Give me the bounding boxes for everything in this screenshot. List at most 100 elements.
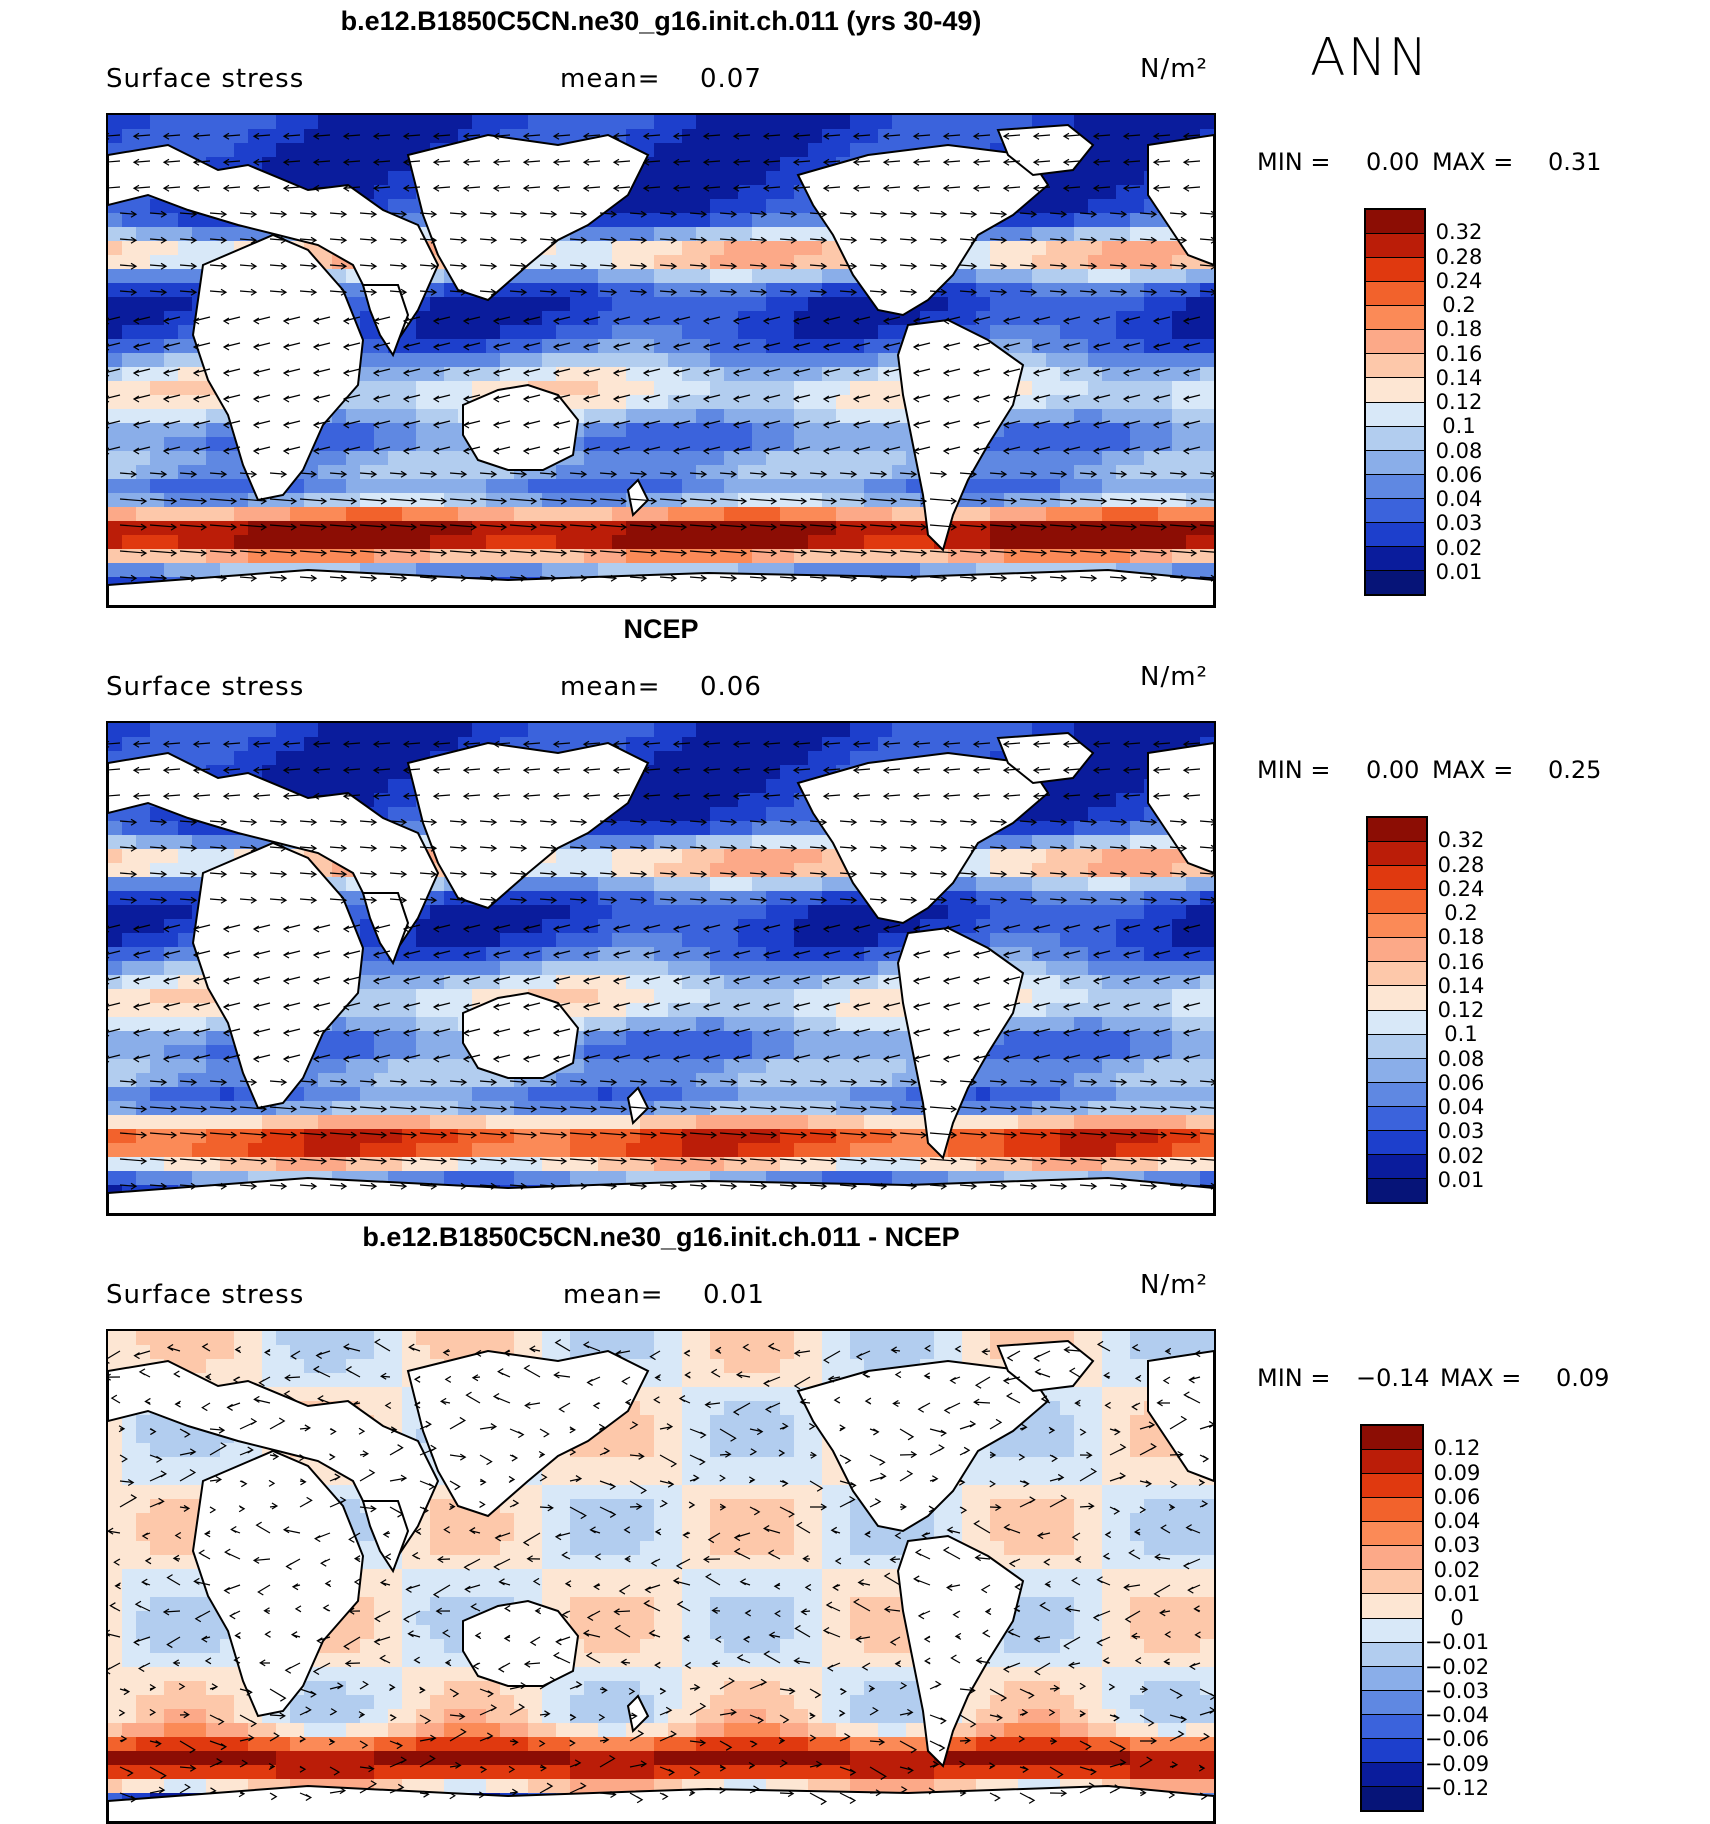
colorbar-tick-label: 0.04: [1435, 487, 1483, 511]
colorbar-cell: [1362, 1690, 1422, 1715]
colorbar-obs: [1366, 816, 1428, 1204]
colorbar-tick-label: 0.16: [1437, 949, 1485, 974]
colorbar-tick-label: 0.03: [1433, 1533, 1481, 1558]
colorbar-cell: [1368, 1178, 1426, 1202]
colorbar-tick-label: −0.01: [1424, 1630, 1490, 1655]
colorbar-tick-label: 0.24: [1435, 268, 1483, 293]
colorbar-cell: [1368, 1082, 1426, 1107]
colorbar-tick-label: 0.28: [1435, 244, 1483, 269]
coastline: [462, 991, 580, 1079]
coastline: [896, 1534, 1025, 1768]
coastline: [626, 1694, 650, 1734]
colorbar-tick-label: 0.03: [1437, 1119, 1485, 1144]
colorbar-tick-label: 0.08: [1435, 438, 1483, 463]
panel-title-model: b.e12.B1850C5CN.ne30_g16.init.ch.011 (yr…: [340, 6, 982, 36]
colorbar-cell: [1366, 474, 1424, 499]
colorbar-ticks-diff: 0.12 0.09 0.06 0.04 0.03 0.02 0.01 0 −0.01 −0.02−…: [1422, 1424, 1532, 1812]
variable-label-model: Surface stress: [106, 64, 305, 94]
colorbar-tick-label: 0.06: [1433, 1484, 1481, 1509]
min-value-diff: −0.14: [1356, 1364, 1430, 1392]
colorbar-ticks-model: 0.32 0.28 0.24 0.2 0.18 0.16 0.14 0.12 0.1 0.08 0.…: [1424, 208, 1534, 596]
colorbar-cell: [1366, 354, 1424, 379]
coastline: [996, 1339, 1095, 1393]
colorbar-cell: [1368, 1154, 1426, 1179]
coastline: [108, 1176, 1214, 1214]
colorbar-cell: [1366, 522, 1424, 547]
colorbar-tick-label: 0.1: [1444, 1022, 1478, 1047]
colorbar-tick-label: 0.12: [1433, 1436, 1481, 1461]
colorbar-model: [1364, 208, 1426, 596]
coastline: [191, 841, 365, 1110]
colorbar-tick-label: 0.02: [1433, 1557, 1481, 1582]
coastline: [796, 1359, 1050, 1533]
colorbar-tick-label: 0.14: [1435, 365, 1483, 390]
colorbar-cell: [1362, 1522, 1422, 1547]
colorbar-cell: [1362, 1714, 1422, 1739]
colorbar-cell: [1366, 282, 1424, 307]
stress-vectors: [108, 132, 1214, 582]
colorbar-tick-label: 0.03: [1435, 511, 1483, 536]
colorbar-cell: [1368, 1058, 1426, 1083]
colorbar-tick-label: 0: [1450, 1606, 1464, 1630]
colorbar-tick-label: 0.32: [1435, 220, 1483, 245]
colorbar-cell: [1368, 1034, 1426, 1059]
max-value-model: 0.31: [1548, 148, 1602, 176]
colorbar-cell: [1366, 234, 1424, 259]
colorbar-tick-label: 0.1: [1442, 414, 1476, 439]
colorbar-tick-label: 0.24: [1437, 876, 1485, 901]
coastline: [406, 741, 650, 910]
coastline: [191, 233, 365, 502]
max-value-obs: 0.25: [1548, 756, 1602, 784]
mean-label-model: mean=: [560, 64, 661, 94]
map-panel-obs: [106, 721, 1216, 1216]
colorbar-tick-label: 0.14: [1437, 973, 1485, 998]
colorbar-cell: [1362, 1786, 1422, 1810]
colorbar-cell: [1368, 938, 1426, 963]
coastline: [462, 1599, 580, 1687]
variable-label-obs: Surface stress: [106, 672, 305, 702]
colorbar-cell: [1366, 258, 1424, 283]
units-label-diff: N/m²: [1140, 1270, 1208, 1300]
min-value-obs: 0.00: [1366, 756, 1420, 784]
colorbar-cell: [1366, 210, 1424, 235]
units-label-obs: N/m²: [1140, 662, 1208, 692]
coastline: [108, 1784, 1214, 1822]
coastline: [996, 123, 1095, 177]
colorbar-tick-label: 0.06: [1435, 462, 1483, 487]
max-label-obs: MAX =: [1432, 756, 1514, 784]
colorbar-tick-label: 0.04: [1437, 1095, 1485, 1119]
colorbar-tick-label: 0.08: [1437, 1046, 1485, 1071]
mean-label-diff: mean=: [563, 1280, 664, 1310]
map-canvas: [108, 723, 1214, 1214]
coastline: [462, 383, 580, 471]
coastline: [361, 892, 410, 966]
colorbar-tick-label: 0.18: [1435, 317, 1483, 342]
colorbar-cell: [1368, 1130, 1426, 1155]
colorbar-tick-label: 0.01: [1437, 1167, 1485, 1192]
colorbar-cell: [1362, 1618, 1422, 1643]
colorbar-cell: [1362, 1498, 1422, 1523]
coastline: [406, 1349, 650, 1518]
colorbar-cell: [1368, 914, 1426, 939]
colorbar-cell: [1366, 306, 1424, 331]
coastline: [1147, 741, 1214, 875]
colorbar-tick-label: 0.28: [1437, 852, 1485, 877]
colorbar-tick-label: 0.09: [1433, 1460, 1481, 1485]
map-canvas: [108, 1331, 1214, 1822]
stress-vectors: [108, 740, 1214, 1190]
colorbar-cell: [1366, 330, 1424, 355]
coastline: [1147, 133, 1214, 267]
colorbar-cell: [1362, 1546, 1422, 1571]
coastline: [896, 318, 1025, 552]
colorbar-tick-label: 0.02: [1437, 1143, 1485, 1168]
coastline: [108, 1359, 440, 1558]
max-value-diff: 0.09: [1556, 1364, 1610, 1392]
colorbar-cell: [1362, 1570, 1422, 1595]
colorbar-cell: [1368, 866, 1426, 891]
mean-value-obs: 0.06: [700, 672, 762, 702]
colorbar-tick-label: 0.06: [1437, 1070, 1485, 1095]
max-label-diff: MAX =: [1440, 1364, 1522, 1392]
colorbar-tick-label: −0.02: [1424, 1654, 1490, 1679]
colorbar-tick-label: 0.04: [1433, 1509, 1481, 1533]
panel-title-obs: NCEP: [623, 614, 699, 644]
